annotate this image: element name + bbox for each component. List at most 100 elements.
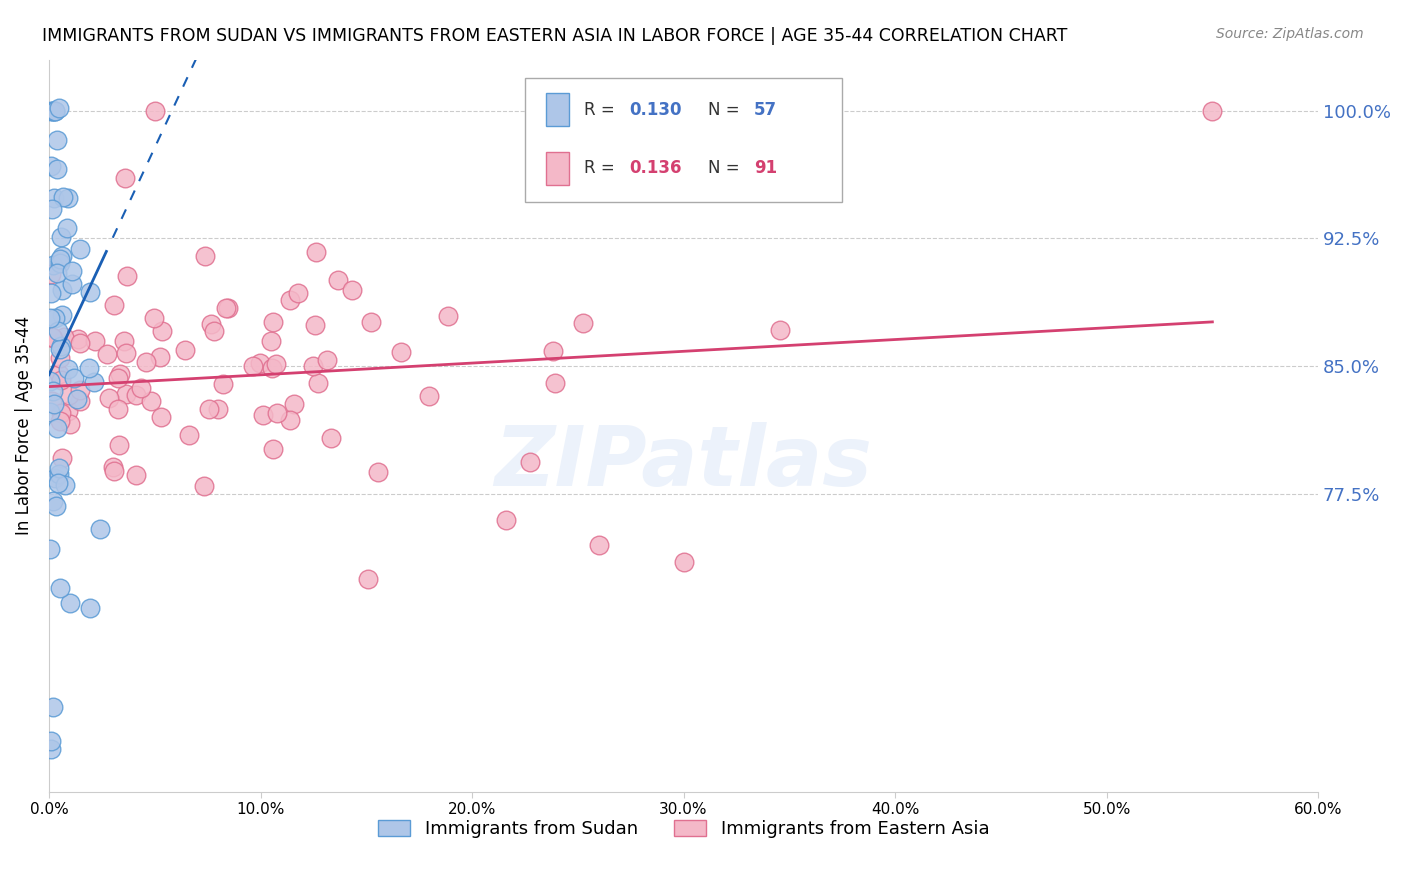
Point (193, 479, 215, 493)
Point (217, 301, 239, 316)
Point (44, 103, 66, 118)
Point (42, 103, 65, 118)
Point (44, 471, 66, 485)
Point (357, 572, 380, 586)
Point (46, 133, 69, 147)
Text: IMMIGRANTS FROM SUDAN VS IMMIGRANTS FROM EASTERN ASIA IN LABOR FORCE | AGE 35-44: IMMIGRANTS FROM SUDAN VS IMMIGRANTS FROM… (42, 27, 1067, 45)
Point (45, 421, 67, 435)
Point (49, 414, 72, 428)
FancyBboxPatch shape (547, 94, 568, 126)
Point (266, 406, 288, 420)
Point (49, 252, 72, 266)
Point (51, 283, 73, 297)
Point (65, 392, 87, 407)
Text: 0.130: 0.130 (630, 101, 682, 119)
Point (48, 467, 70, 481)
Point (58, 361, 80, 376)
Point (107, 402, 129, 417)
Point (49, 230, 72, 244)
Point (69, 335, 91, 350)
Point (39, 285, 62, 300)
Point (278, 293, 301, 307)
Point (207, 401, 229, 416)
Point (77, 360, 100, 375)
Point (115, 269, 138, 284)
Point (89, 522, 111, 536)
Point (51, 249, 73, 263)
Point (307, 376, 329, 391)
Point (39, 374, 62, 388)
Point (45, 161, 67, 176)
Point (139, 394, 162, 409)
Point (242, 359, 264, 374)
Point (39, 405, 62, 419)
Point (48, 256, 70, 270)
Point (48, 581, 70, 595)
Point (200, 318, 222, 332)
Point (572, 317, 595, 331)
Point (259, 334, 281, 348)
Point (262, 361, 284, 376)
Point (62, 371, 84, 385)
Text: N =: N = (709, 160, 745, 178)
Point (283, 397, 305, 411)
Point (44, 191, 66, 205)
Point (129, 381, 152, 395)
Point (212, 377, 235, 392)
Point (305, 244, 328, 259)
Point (198, 401, 221, 416)
Point (672, 103, 695, 118)
Point (39, 103, 62, 118)
Point (98, 391, 121, 405)
Point (49, 351, 72, 366)
Legend: Immigrants from Sudan, Immigrants from Eastern Asia: Immigrants from Sudan, Immigrants from E… (370, 813, 997, 846)
Point (60, 263, 83, 277)
Point (418, 388, 440, 402)
Point (103, 464, 125, 478)
Point (58, 404, 80, 418)
Y-axis label: In Labor Force | Age 35-44: In Labor Force | Age 35-44 (15, 317, 32, 535)
Point (56, 221, 79, 235)
Point (69, 383, 91, 397)
Point (544, 376, 567, 390)
Point (215, 301, 238, 315)
Point (103, 298, 125, 312)
Point (51, 373, 73, 387)
Point (252, 409, 274, 423)
Point (39, 734, 62, 748)
Point (41, 202, 63, 217)
Point (39, 267, 62, 281)
Point (115, 346, 138, 360)
Point (79, 285, 101, 300)
Point (177, 427, 200, 442)
Point (41, 394, 63, 409)
Point (39, 542, 62, 557)
Point (367, 465, 389, 479)
Point (437, 309, 460, 323)
Point (135, 355, 157, 369)
Point (519, 455, 541, 469)
Point (541, 344, 564, 359)
Text: R =: R = (583, 101, 620, 119)
Point (42, 493, 65, 508)
Point (262, 315, 284, 329)
Point (45, 499, 67, 513)
Point (48, 101, 70, 115)
Point (51, 450, 73, 465)
Point (67, 332, 90, 346)
Point (316, 353, 339, 368)
Point (48, 367, 70, 381)
Point (41, 330, 63, 344)
Point (69, 242, 91, 256)
Point (110, 367, 132, 381)
Point (112, 334, 135, 349)
Point (96, 347, 118, 361)
Point (42, 103, 65, 118)
Point (59, 596, 82, 610)
Point (588, 538, 610, 552)
FancyBboxPatch shape (547, 152, 568, 185)
Text: R =: R = (583, 160, 620, 178)
Point (143, 103, 166, 118)
Point (125, 468, 148, 483)
Point (672, 555, 695, 569)
